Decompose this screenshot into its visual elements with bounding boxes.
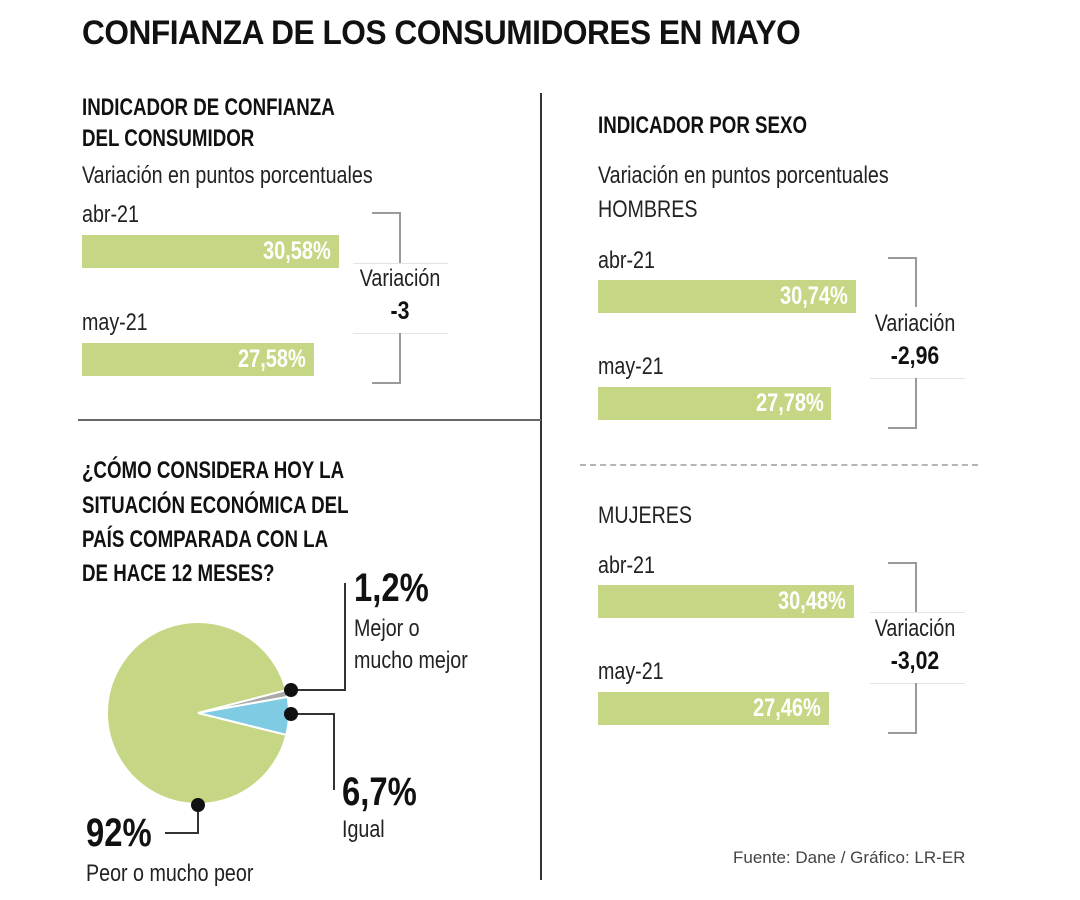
bar-value-label: 30,74% (780, 282, 849, 310)
panel-general-heading-line1: INDICADOR DE CONFIANZA (82, 94, 335, 121)
pie-chart (106, 583, 346, 834)
bar-men-abr: 30,74% (598, 280, 857, 313)
panel-general-heading-line2: DEL CONSUMIDOR (82, 125, 255, 152)
bracket-top (888, 257, 917, 259)
pie-same-pct: 6,7% (342, 770, 417, 814)
bracket-upper (399, 212, 401, 263)
bar-men-may: 27,78% (598, 387, 832, 420)
bar-general-abr: 30,58% (82, 235, 339, 268)
bracket-upper (915, 257, 917, 307)
bar-value-label: 27,58% (237, 345, 306, 373)
variation-box-top (353, 263, 448, 264)
bar-value-label: 27,46% (752, 694, 821, 722)
source-credit: Fuente: Dane / Gráfico: LR-ER (733, 848, 966, 867)
bracket-bottom (888, 732, 917, 734)
horizontal-divider (78, 419, 541, 421)
infographic-title: CONFIANZA DE LOS CONSUMIDORES EN MAYO (82, 14, 801, 52)
variation-box-bottom (870, 683, 965, 684)
bracket-lower (399, 333, 401, 384)
pie-better-desc1: Mejor o (354, 615, 420, 642)
vertical-divider (540, 93, 542, 880)
pie-better-desc2: mucho mejor (354, 647, 468, 674)
bracket-lower (915, 683, 917, 733)
pie-slice-worse (106, 621, 288, 805)
bar-value-label: 30,58% (263, 237, 331, 265)
bar-category-label: abr-21 (598, 247, 655, 274)
variation-label: Variación (359, 265, 441, 292)
bar-women-abr: 30,48% (598, 585, 855, 618)
callout-dot-worse (191, 798, 205, 812)
callout-dot-better (284, 683, 298, 697)
bracket-bottom (888, 427, 917, 429)
bar-category-label: may-21 (598, 353, 664, 380)
callout-line-better (291, 583, 346, 691)
bar-general-may: 27,58% (82, 343, 314, 376)
bar-category-label: may-21 (82, 309, 148, 336)
bar-value-label: 27,78% (755, 389, 824, 417)
panel-sex-heading: INDICADOR POR SEXO (598, 112, 808, 139)
pie-better-pct: 1,2% (354, 566, 429, 610)
bracket-bottom (372, 382, 401, 384)
callout-line-same (291, 713, 335, 790)
bracket-upper (915, 562, 917, 612)
men-label: HOMBRES (598, 196, 698, 223)
women-variation-label: Variación (874, 615, 956, 642)
variation-value: -3 (390, 297, 410, 325)
dashed-divider (580, 464, 978, 466)
bracket-top (372, 212, 401, 214)
men-variation-value: -2,96 (890, 342, 940, 370)
callout-dot-same (284, 707, 298, 721)
bracket-lower (915, 378, 917, 428)
callout-line-worse (165, 805, 199, 834)
variation-box-bottom (870, 378, 965, 379)
bar-category-label: may-21 (598, 658, 664, 685)
bracket-top (888, 562, 917, 564)
pie-worse-desc: Peor o mucho peor (86, 860, 254, 887)
panel-sex-subtitle: Variación en puntos porcentuales (598, 162, 889, 189)
bar-women-may: 27,46% (598, 692, 829, 725)
bar-value-label: 30,48% (778, 587, 847, 615)
men-variation-label: Variación (874, 310, 956, 337)
pie-worse-pct: 92% (86, 811, 152, 855)
women-variation-value: -3,02 (890, 647, 940, 675)
panel-general-subtitle: Variación en puntos porcentuales (82, 162, 373, 189)
pie-question-line2: SITUACIÓN ECONÓMICA DEL (82, 492, 349, 519)
bar-category-label: abr-21 (82, 201, 139, 228)
variation-box-top (870, 612, 965, 613)
pie-question-line3: PAÍS COMPARADA CON LA (82, 526, 329, 553)
bar-category-label: abr-21 (598, 552, 655, 579)
women-label: MUJERES (598, 502, 693, 529)
pie-question-line1: ¿CÓMO CONSIDERA HOY LA (82, 457, 345, 484)
pie-question-line4: DE HACE 12 MESES? (82, 560, 275, 587)
pie-same-desc: Igual (342, 816, 385, 843)
